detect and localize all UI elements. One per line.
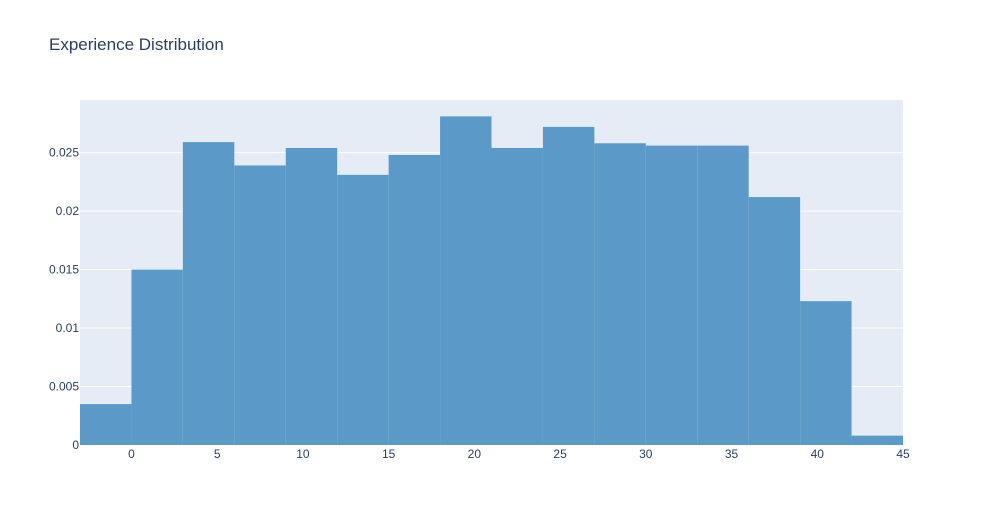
x-tick-label-0: 0 — [128, 447, 135, 461]
bar-7 — [440, 116, 492, 446]
bar-6 — [388, 154, 441, 445]
x-tick-label-5: 25 — [553, 447, 567, 461]
bar-8 — [491, 147, 543, 445]
bar-5 — [337, 174, 389, 445]
x-tick-label-8: 40 — [811, 447, 825, 461]
x-tick-label-2: 10 — [296, 447, 310, 461]
x-axis-ticks: 0 5 10 15 20 25 30 35 40 45 — [128, 447, 910, 461]
bars — [80, 116, 903, 446]
x-tick-label-7: 35 — [725, 447, 739, 461]
bar-15 — [851, 435, 903, 445]
chart-title: Experience Distribution — [49, 35, 224, 54]
bar-1 — [131, 269, 183, 445]
bar-10 — [594, 143, 646, 445]
bar-14 — [800, 301, 852, 445]
x-tick-label-4: 20 — [468, 447, 482, 461]
y-tick-label-5: 0.025 — [49, 146, 79, 160]
x-tick-label-6: 30 — [639, 447, 653, 461]
y-tick-label-3: 0.015 — [49, 263, 79, 277]
bar-13 — [748, 197, 801, 445]
y-axis-ticks: 0 0.005 0.01 0.015 0.02 0.025 — [49, 146, 79, 452]
bar-4 — [285, 147, 338, 445]
y-tick-label-4: 0.02 — [56, 204, 80, 218]
y-tick-label-0: 0 — [72, 438, 79, 452]
bar-2 — [182, 142, 235, 446]
x-tick-label-9: 45 — [896, 447, 910, 461]
x-tick-label-1: 5 — [214, 447, 221, 461]
y-tick-label-2: 0.01 — [56, 321, 80, 335]
bar-0 — [80, 404, 132, 445]
bar-12 — [697, 145, 749, 445]
bar-3 — [234, 165, 286, 446]
y-tick-label-1: 0.005 — [49, 380, 79, 394]
x-tick-label-3: 15 — [382, 447, 396, 461]
bar-11 — [645, 145, 698, 445]
bar-9 — [542, 126, 595, 445]
